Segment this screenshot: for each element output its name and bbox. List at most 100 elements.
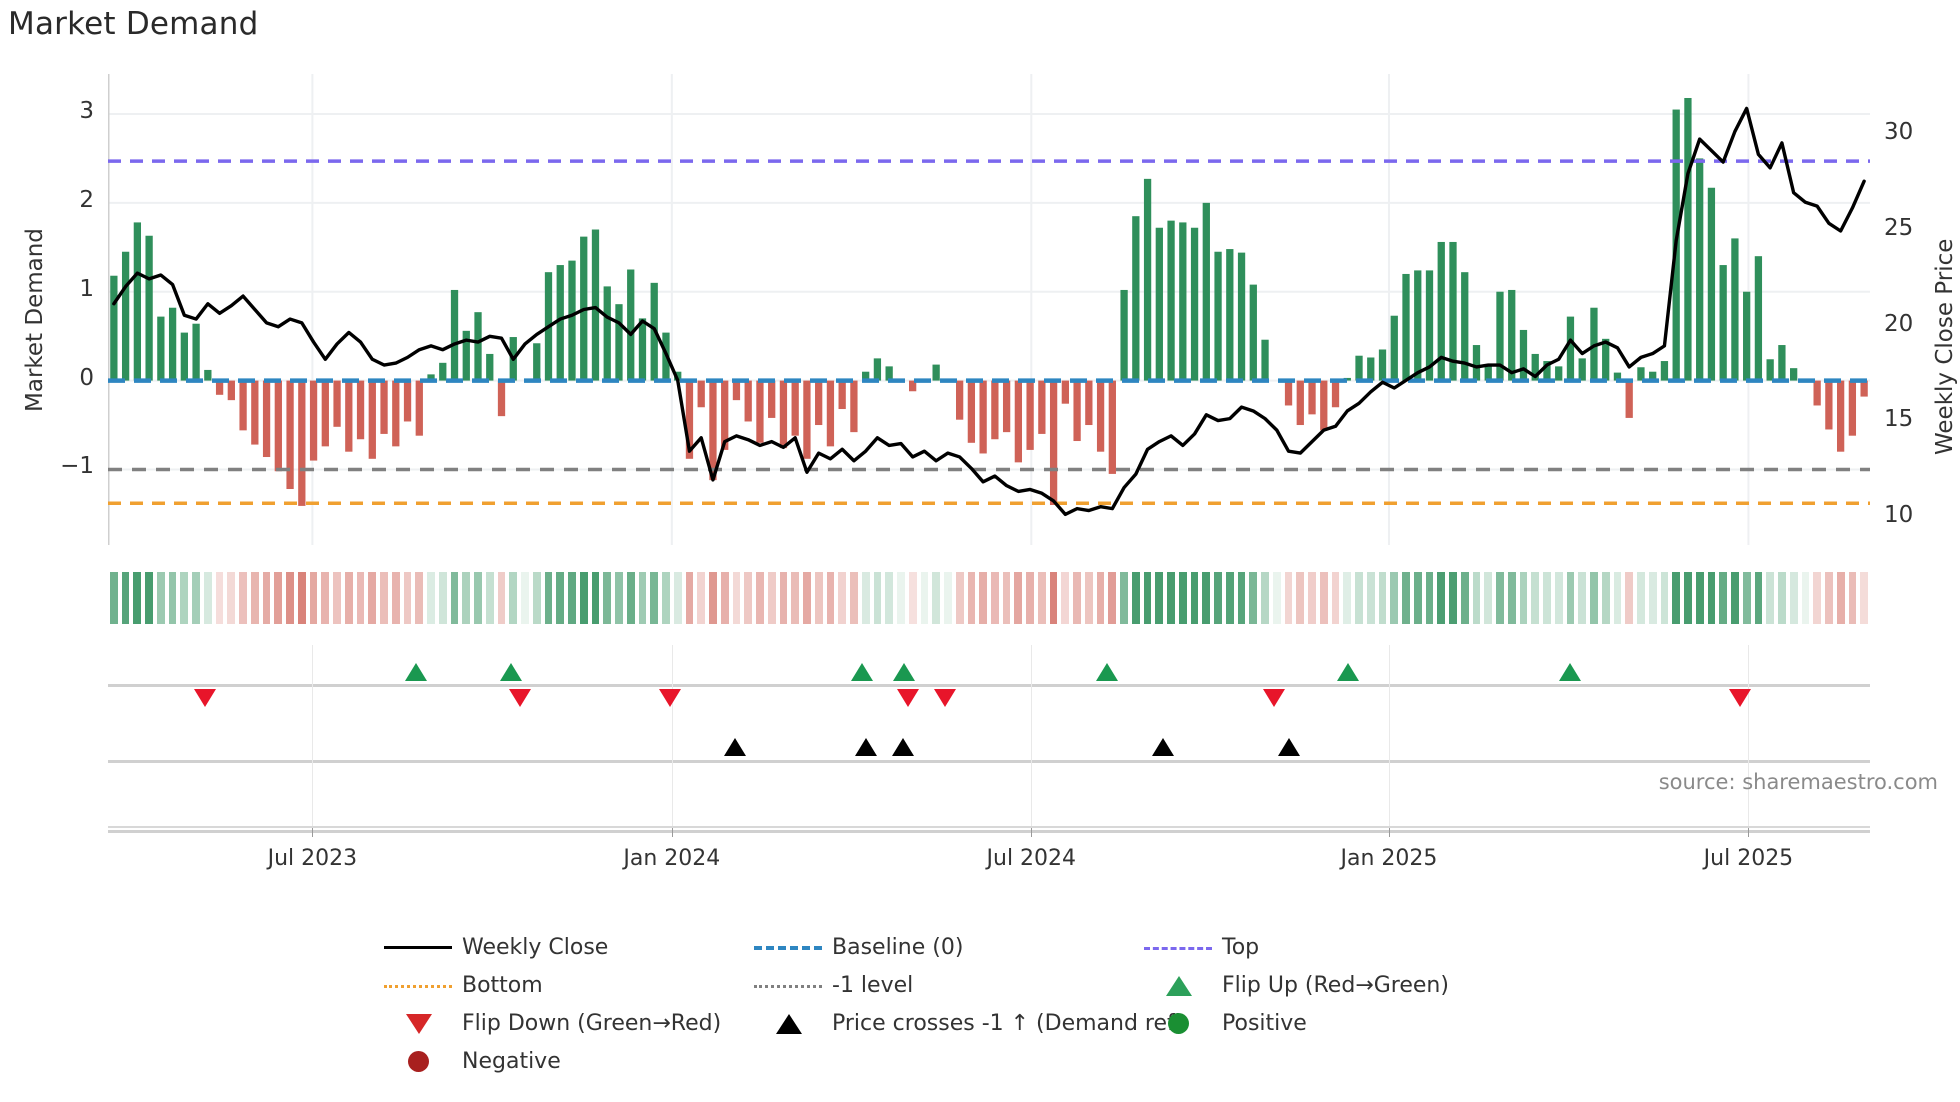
- flip-down-marker[interactable]: [193, 689, 216, 707]
- demand-bar-positive: [533, 343, 541, 381]
- demand-bar-positive: [615, 304, 623, 381]
- flip-down-marker[interactable]: [933, 689, 956, 707]
- plot-canvas: [108, 74, 1870, 545]
- heatmap-cell: [1578, 572, 1587, 624]
- demand-bar-negative: [1320, 380, 1328, 431]
- heatmap-cell: [990, 572, 999, 624]
- heatmap-cell: [1366, 572, 1375, 624]
- price-cross-marker[interactable]: [1277, 738, 1300, 756]
- flip-up-marker[interactable]: [405, 663, 428, 681]
- demand-bar-negative: [955, 380, 964, 420]
- y-axis-right-tick: 30: [1884, 119, 1914, 146]
- legend-item-negative[interactable]: Negative: [380, 1042, 561, 1080]
- heatmap-cell: [192, 572, 200, 624]
- demand-bar-negative: [262, 380, 271, 458]
- y-axis-right-tick: 10: [1884, 502, 1914, 529]
- demand-bar-positive: [1190, 227, 1199, 381]
- heatmap-cell: [297, 572, 306, 624]
- heatmap-cell: [803, 572, 811, 624]
- demand-bar-negative: [697, 380, 705, 408]
- x-axis-tick-label: Jul 2024: [986, 846, 1077, 871]
- demand-bar-negative: [1096, 380, 1105, 452]
- heatmap-cell: [474, 572, 482, 624]
- legend-item-bottom[interactable]: Bottom: [380, 966, 543, 1004]
- legend-item-top[interactable]: Top: [1140, 928, 1259, 966]
- heatmap-cell: [720, 572, 729, 624]
- heatmap-cell: [1813, 572, 1821, 624]
- heatmap-cell: [873, 572, 882, 624]
- demand-bar-positive: [1519, 329, 1528, 381]
- price-cross-marker[interactable]: [1152, 738, 1175, 756]
- triangle-down-icon: [380, 1004, 456, 1042]
- heatmap-cell: [1637, 572, 1645, 624]
- price-cross-marker[interactable]: [891, 738, 914, 756]
- demand-bar-positive: [1613, 372, 1622, 381]
- marker-gridline: [312, 645, 314, 830]
- heatmap-cell: [1073, 572, 1081, 624]
- legend-item-flip-down[interactable]: Flip Down (Green→Red): [380, 1004, 721, 1042]
- demand-bar-positive: [1226, 249, 1234, 381]
- heatmap-cell: [1554, 572, 1563, 624]
- heatmap-cell: [1825, 572, 1833, 624]
- heatmap-cell: [603, 572, 612, 624]
- demand-bar-negative: [685, 380, 694, 459]
- flip-up-marker[interactable]: [500, 663, 523, 681]
- flip-up-marker[interactable]: [893, 663, 916, 681]
- price-cross-marker[interactable]: [854, 738, 877, 756]
- heatmap-cell: [568, 572, 576, 624]
- heatmap-cell: [180, 572, 189, 624]
- flip-down-marker[interactable]: [1263, 689, 1286, 707]
- legend-item-positive[interactable]: Positive: [1140, 1004, 1307, 1042]
- demand-bar-positive: [1355, 355, 1363, 381]
- demand-bar-positive: [1496, 291, 1504, 381]
- marker-gridline: [1031, 645, 1033, 830]
- flip-down-marker[interactable]: [509, 689, 532, 707]
- legend-item-flip-up[interactable]: Flip Up (Red→Green): [1140, 966, 1449, 1004]
- legend-row: Bottom -1 level Flip Up (Red→Green): [380, 966, 1640, 1004]
- marker-row-divider: [108, 684, 1870, 687]
- heatmap-cell: [1331, 572, 1340, 624]
- flip-up-marker[interactable]: [1096, 663, 1119, 681]
- heatmap-cell: [932, 572, 940, 624]
- marker-gridline: [1388, 645, 1390, 830]
- flip-up-marker[interactable]: [1337, 663, 1360, 681]
- demand-bar-negative: [779, 380, 788, 449]
- legend-item-weekly-close[interactable]: Weekly Close: [380, 928, 608, 966]
- demand-bar-negative: [497, 380, 506, 417]
- flip-up-marker[interactable]: [851, 663, 874, 681]
- demand-bar-negative: [321, 380, 329, 447]
- heatmap-cell: [1801, 572, 1810, 624]
- demand-bar-positive: [180, 332, 188, 381]
- heatmap-cell: [1437, 572, 1446, 624]
- heatmap-cell: [532, 572, 541, 624]
- demand-bar-positive: [1437, 241, 1445, 381]
- demand-bar-positive: [1566, 316, 1575, 381]
- legend-item-price-cross[interactable]: Price crosses -1 ↑ (Demand ref): [750, 1004, 1183, 1042]
- flip-down-marker[interactable]: [896, 689, 919, 707]
- legend-item-baseline[interactable]: Baseline (0): [750, 928, 963, 966]
- legend-row: Negative: [380, 1042, 1640, 1080]
- heatmap-cell: [1378, 572, 1387, 624]
- demand-bar-positive: [1578, 358, 1586, 381]
- flip-up-marker[interactable]: [1559, 663, 1582, 681]
- heatmap-cell: [309, 572, 318, 624]
- flip-down-marker[interactable]: [1728, 689, 1751, 707]
- heatmap-cell: [1296, 572, 1305, 624]
- legend-item-minus-one-level[interactable]: -1 level: [750, 966, 913, 1004]
- dashed-line-icon: [750, 928, 826, 966]
- price-cross-marker[interactable]: [724, 738, 747, 756]
- demand-bar-positive: [1179, 222, 1187, 381]
- dashed-line-icon: [1140, 928, 1216, 966]
- heatmap-cell: [591, 572, 600, 624]
- demand-bar-positive: [1707, 187, 1716, 381]
- marker-gridline: [1748, 645, 1750, 830]
- x-axis-tick-mark: [312, 828, 314, 837]
- heatmap-cell: [1225, 572, 1234, 624]
- heatmap-cell: [415, 572, 424, 624]
- demand-bar-negative: [415, 380, 423, 436]
- heatmap-cell: [1178, 572, 1187, 624]
- demand-bar-negative: [345, 380, 353, 452]
- demand-bar-positive: [1602, 338, 1610, 381]
- flip-down-marker[interactable]: [659, 689, 682, 707]
- demand-bar-positive: [1637, 367, 1645, 381]
